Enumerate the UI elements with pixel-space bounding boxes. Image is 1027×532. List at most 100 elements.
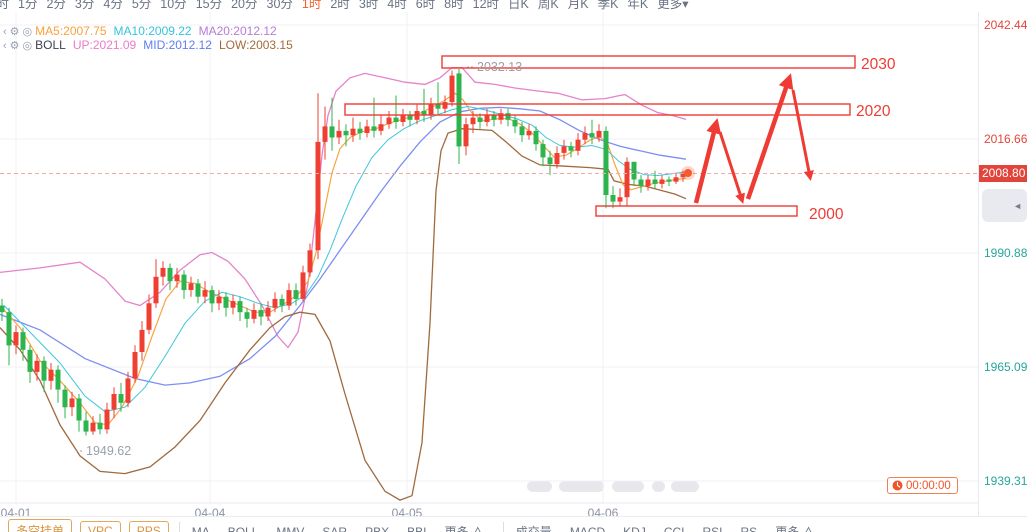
divider [502,522,504,532]
candle-body [181,274,187,291]
candle-body [139,329,145,352]
candle-body [153,276,159,304]
timeframe-2时[interactable]: 2时 [330,0,350,11]
timeframe-2分[interactable]: 2分 [46,0,66,11]
timeframe-12时[interactable]: 12时 [472,0,500,11]
side-panel-toggle[interactable]: ◄ [982,189,1027,222]
timeframe-10分[interactable]: 10分 [160,0,187,11]
chevron-left-icon[interactable]: ‹ [3,26,7,38]
candle-body [20,332,26,350]
indicator-tab-BOLL[interactable]: BOLL [227,525,259,532]
candle-body [307,250,313,273]
price-tick: 2042.44 [984,18,1027,32]
sub-indicator-tab-RS[interactable]: RS [740,525,758,532]
indicator-tab-更多 ∧[interactable]: 更多 ∧ [444,525,484,532]
candle-body [554,153,560,165]
candle-body [244,312,250,319]
bottom-toolbar: 多空挂单 VPC PPS MA BOLL MMV SAR PBX BBI 更多 ∧ 成交量 MAC… [0,516,1027,532]
sub-indicator-tab-CCI[interactable]: CCI [663,525,685,532]
last-price-dot [684,169,692,177]
legend-value: MA10:2009.22 [113,24,192,38]
candle-body [364,126,370,133]
candle-body [449,75,455,103]
candle-body [673,177,679,182]
candle-body [533,130,539,145]
candle-body [27,349,33,372]
timeframe-20分[interactable]: 20分 [231,0,258,11]
candle-body [491,115,497,120]
candle-body [167,267,173,282]
candle-body [0,305,5,313]
target-icon[interactable]: ◎ [22,40,33,52]
legend-value: BOLL [35,38,66,52]
order-button-多空挂单[interactable]: 多空挂单 [8,519,73,532]
chevron-left-icon[interactable]: ‹ [3,40,7,52]
sub-indicator-tab-RSI[interactable]: RSI [702,525,723,532]
target-icon[interactable]: ◎ [22,26,33,38]
candle-body [55,369,61,390]
candle-body [386,117,392,125]
timeframe-30分[interactable]: 30分 [266,0,293,11]
timeframe-1时[interactable]: 1时 [301,0,322,11]
trend-arrow [693,118,722,204]
candle-body [300,272,306,299]
candle-body [104,409,110,430]
candle-body [407,115,413,120]
gear-icon[interactable]: ⚙ [9,40,20,52]
candle-body [146,303,152,330]
candle-body [505,113,511,120]
indicator-tab-PBX[interactable]: PBX [365,525,390,532]
indicator-tab-SAR[interactable]: SAR [322,525,348,532]
gear-icon[interactable]: ⚙ [9,26,20,38]
indicator-tab-MMV[interactable]: MMV [276,525,305,532]
timeframe-更多▾[interactable]: 更多▾ [657,0,689,11]
timeframe-1分[interactable]: 1分 [18,0,38,11]
candle-body [582,133,588,140]
sub-indicator-tab-MACD[interactable]: MACD [569,525,606,532]
timeframe-15分[interactable]: 15分 [195,0,223,11]
timeframe-3分[interactable]: 3分 [74,0,95,11]
timeframe-季K[interactable]: 季K [597,0,619,11]
sub-indicator-tab-更多 ∧[interactable]: 更多 ∧ [775,525,815,532]
timeframe-月K[interactable]: 月K [567,0,589,11]
order-buttons-group: 多空挂单 VPC PPS [0,519,169,532]
candle-body [336,130,342,138]
legend-value: UP:2021.09 [72,38,137,52]
timeframe-3时[interactable]: 3时 [358,0,379,11]
candle-body [519,126,525,136]
timeframe-年K[interactable]: 年K [627,0,649,11]
timeframe-日K[interactable]: 日K [508,0,529,11]
timeframe-4分[interactable]: 4分 [103,0,123,11]
timeframe-分时[interactable]: 分时 [0,0,10,11]
order-button-PPS[interactable]: PPS [128,521,169,532]
indicator-line-MA5 [3,92,687,426]
timeframe-4时[interactable]: 4时 [387,0,407,11]
timeframe-周K[interactable]: 周K [537,0,559,11]
order-button-VPC[interactable]: VPC [80,521,121,532]
timeframe-6时[interactable]: 6时 [415,0,436,11]
candle-body [293,290,299,299]
sub-indicator-tab-成交量[interactable]: 成交量 [515,525,552,532]
indicator-tab-MA[interactable]: MA [191,525,210,532]
candle-body [456,73,462,147]
legend-value: MA5:2007.75 [35,24,107,38]
candle-body [34,360,40,372]
level-label-2000: 2000 [809,206,844,223]
watermark [527,481,699,492]
level-box-2020 [344,103,851,116]
countdown-value: 00:00:00 [906,479,951,492]
chart-canvas[interactable]: 2030 2020 2000 2032.13 1949.62 [0,0,978,505]
candle-body [659,179,665,184]
price-tick: 1939.31 [984,474,1027,488]
candle-body [230,301,236,308]
indicator-legend: ‹ ⚙ ◎ MA5:2007.75 MA10:2009.22 MA20:2012.12 ‹ ⚙… [3,24,300,52]
sub-indicator-tab-KDJ[interactable]: KDJ [623,525,646,532]
candle-body [547,157,553,164]
candle-body [111,394,117,410]
collapse-left-icon: ◄ [1013,200,1022,211]
timeframe-8时[interactable]: 8时 [444,0,464,11]
candle-body [631,161,637,180]
indicator-tab-BBI[interactable]: BBI [407,525,427,532]
candle-body [279,298,285,306]
timeframe-5分[interactable]: 5分 [131,0,152,11]
